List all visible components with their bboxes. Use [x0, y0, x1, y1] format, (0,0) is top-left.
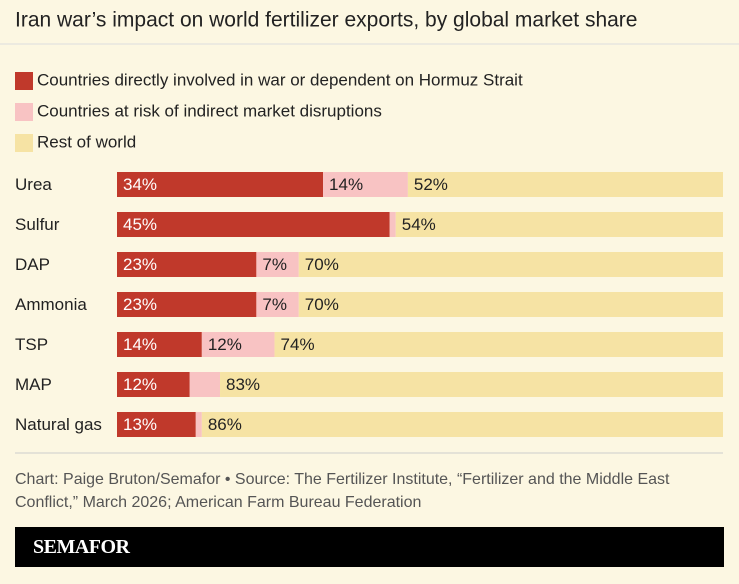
bar-segment [117, 212, 390, 237]
data-label: 70% [305, 295, 339, 314]
bar-segment [389, 212, 396, 237]
data-label: 86% [208, 415, 242, 434]
bar-segment [117, 372, 190, 397]
legend-swatch [15, 103, 33, 121]
data-label: 74% [281, 335, 315, 354]
data-label: 7% [262, 295, 287, 314]
bar-segment [323, 172, 408, 197]
bar-segment [298, 292, 723, 317]
bar-segment [201, 332, 275, 357]
bar-segment [256, 252, 299, 277]
y-tick-label: MAP [15, 375, 52, 394]
bar-segment [117, 172, 324, 197]
brand: SEMAFOR [15, 527, 724, 567]
legend-swatch [15, 134, 33, 152]
bar-segment [117, 332, 202, 357]
bar-segment [117, 292, 257, 317]
bar-segment [256, 292, 299, 317]
data-label: 12% [123, 375, 157, 394]
data-label: 12% [208, 335, 242, 354]
data-label: 7% [262, 255, 287, 274]
bar-segment [117, 252, 257, 277]
bar-segment [220, 372, 723, 397]
legend-label: Countries at risk of indirect market dis… [37, 101, 382, 120]
bar-segment [189, 372, 221, 397]
legend-swatch [15, 72, 33, 90]
bar-segment [407, 172, 723, 197]
bar-segment [274, 332, 723, 357]
y-tick-label: Natural gas [15, 415, 102, 434]
y-tick-label: DAP [15, 255, 50, 274]
y-tick-label: TSP [15, 335, 48, 354]
data-label: 52% [414, 175, 448, 194]
data-label: 83% [226, 375, 260, 394]
data-label: 14% [329, 175, 363, 194]
y-tick-label: Sulfur [15, 215, 60, 234]
data-label: 34% [123, 175, 157, 194]
data-label: 70% [305, 255, 339, 274]
bar-segment [195, 412, 202, 437]
data-label: 14% [123, 335, 157, 354]
data-label: 23% [123, 295, 157, 314]
bar-segment [117, 412, 196, 437]
source-note: Chart: Paige Bruton/Semafor • Source: Th… [15, 471, 670, 511]
data-label: 54% [402, 215, 436, 234]
bar-segment [298, 252, 723, 277]
chart-title: Iran war’s impact on world fertilizer ex… [15, 9, 637, 32]
y-tick-label: Urea [15, 175, 52, 194]
data-label: 13% [123, 415, 157, 434]
data-label: 45% [123, 215, 157, 234]
bar-segment [201, 412, 724, 437]
legend-label: Rest of world [37, 132, 136, 151]
data-label: 23% [123, 255, 157, 274]
legend-label: Countries directly involved in war or de… [37, 70, 523, 89]
y-tick-label: Ammonia [15, 295, 87, 314]
bar-segment [395, 212, 723, 237]
